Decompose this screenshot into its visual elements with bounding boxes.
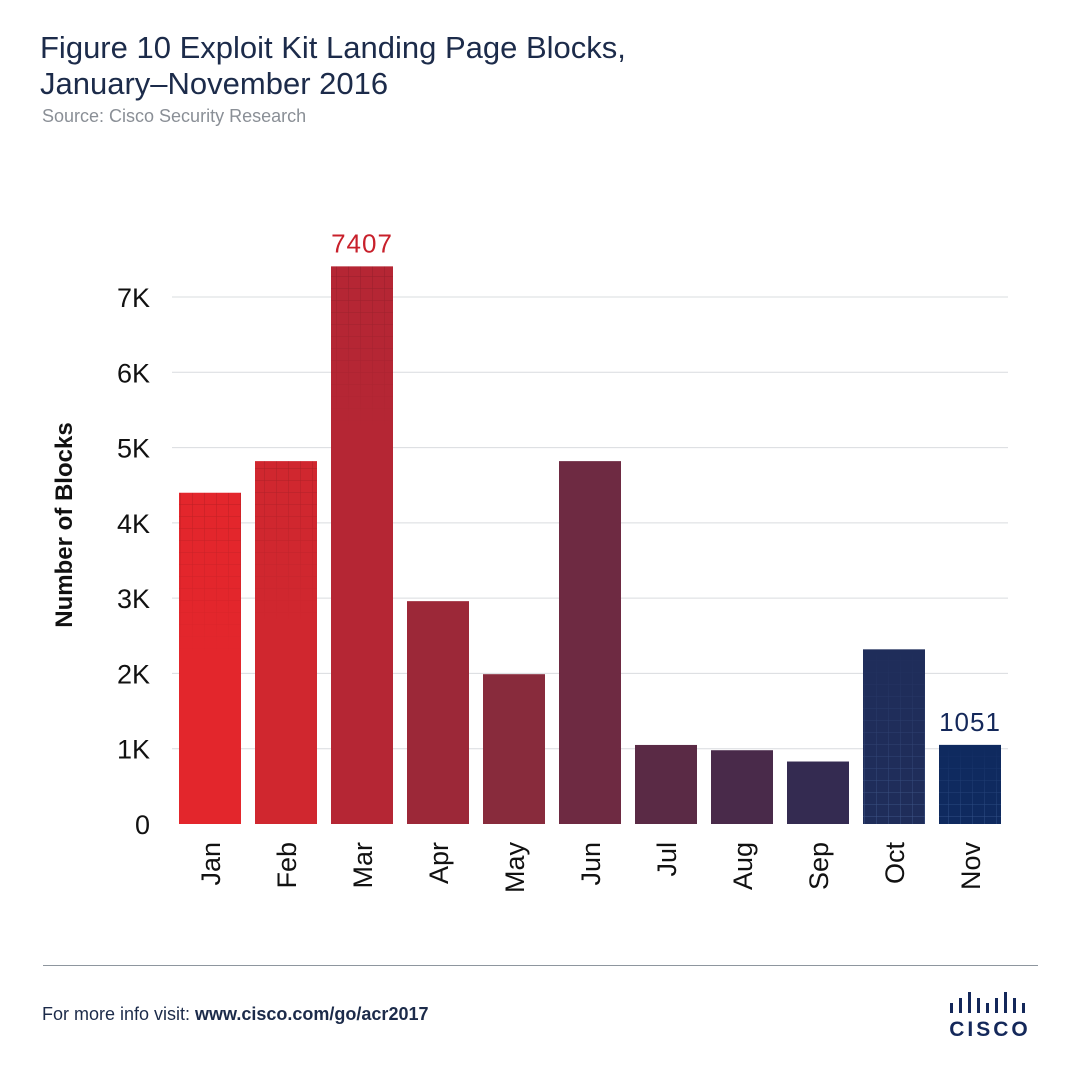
- y-tick-label: 6K: [117, 358, 150, 388]
- bar-texture: [939, 744, 1001, 824]
- bar-jul: [635, 744, 697, 824]
- y-tick-label: 7K: [117, 283, 150, 313]
- bar-texture-fill: [939, 744, 1001, 824]
- labels: 0 1K 2K 3K 4K 5K 6K 7K Jan Feb Mar Apr May Jun Jul Aug S…: [117, 228, 1001, 894]
- bar-may: [483, 674, 545, 824]
- y-tick-label: 0: [135, 810, 150, 840]
- bar-texture: [331, 266, 393, 824]
- x-tick-label-oct: Oct: [880, 842, 910, 885]
- footer-link[interactable]: www.cisco.com/go/acr2017: [195, 1004, 429, 1024]
- bar-texture: [863, 649, 925, 824]
- chart-title: Figure 10 Exploit Kit Landing Page Block…: [40, 30, 626, 102]
- bar-texture-fill: [179, 492, 241, 824]
- bar-sep: [787, 761, 849, 824]
- footer-divider: [43, 965, 1038, 966]
- footer-info: For more info visit: www.cisco.com/go/ac…: [42, 1004, 428, 1025]
- x-tick-label-mar: Mar: [348, 842, 378, 889]
- x-tick-label-feb: Feb: [272, 842, 302, 889]
- x-tick-label-nov: Nov: [956, 842, 986, 891]
- data-label-mar: 7407: [331, 228, 393, 258]
- cisco-bars-icon: [950, 992, 1025, 1013]
- bar-texture-fill: [255, 461, 317, 824]
- bar-chart: 0 1K 2K 3K 4K 5K 6K 7K Jan Feb Mar Apr May Jun Jul Aug S…: [51, 228, 1008, 894]
- bar-jun: [559, 461, 621, 824]
- bars: [179, 266, 1001, 824]
- bar-texture: [255, 461, 317, 824]
- y-tick-label: 1K: [117, 735, 150, 765]
- footer-prefix: For more info visit:: [42, 1004, 196, 1024]
- y-tick-label: 4K: [117, 509, 150, 539]
- x-tick-label-may: May: [500, 842, 530, 894]
- y-axis-label: Number of Blocks: [51, 422, 78, 627]
- bar-texture: [179, 492, 241, 824]
- bar-apr: [407, 601, 469, 824]
- y-tick-label: 3K: [117, 584, 150, 614]
- bar-aug: [711, 750, 773, 824]
- cisco-logo: CISCO: [945, 990, 1035, 1042]
- title-line-1: Figure 10 Exploit Kit Landing Page Block…: [40, 30, 626, 65]
- data-label-nov: 1051: [939, 707, 1001, 737]
- bar-texture-fill: [331, 266, 393, 824]
- title-line-2: January–November 2016: [40, 66, 389, 101]
- x-tick-label-jul: Jul: [652, 842, 682, 877]
- x-tick-label-apr: Apr: [424, 842, 454, 884]
- bar-texture-fill: [863, 649, 925, 824]
- y-tick-label: 5K: [117, 434, 150, 464]
- x-tick-label-jan: Jan: [196, 842, 226, 886]
- x-tick-label-jun: Jun: [576, 842, 606, 886]
- cisco-wordmark: CISCO: [949, 1018, 1031, 1041]
- x-tick-label-sep: Sep: [804, 842, 834, 890]
- x-tick-label-aug: Aug: [728, 842, 758, 890]
- source-note: Source: Cisco Security Research: [42, 106, 307, 126]
- y-tick-label: 2K: [117, 659, 150, 689]
